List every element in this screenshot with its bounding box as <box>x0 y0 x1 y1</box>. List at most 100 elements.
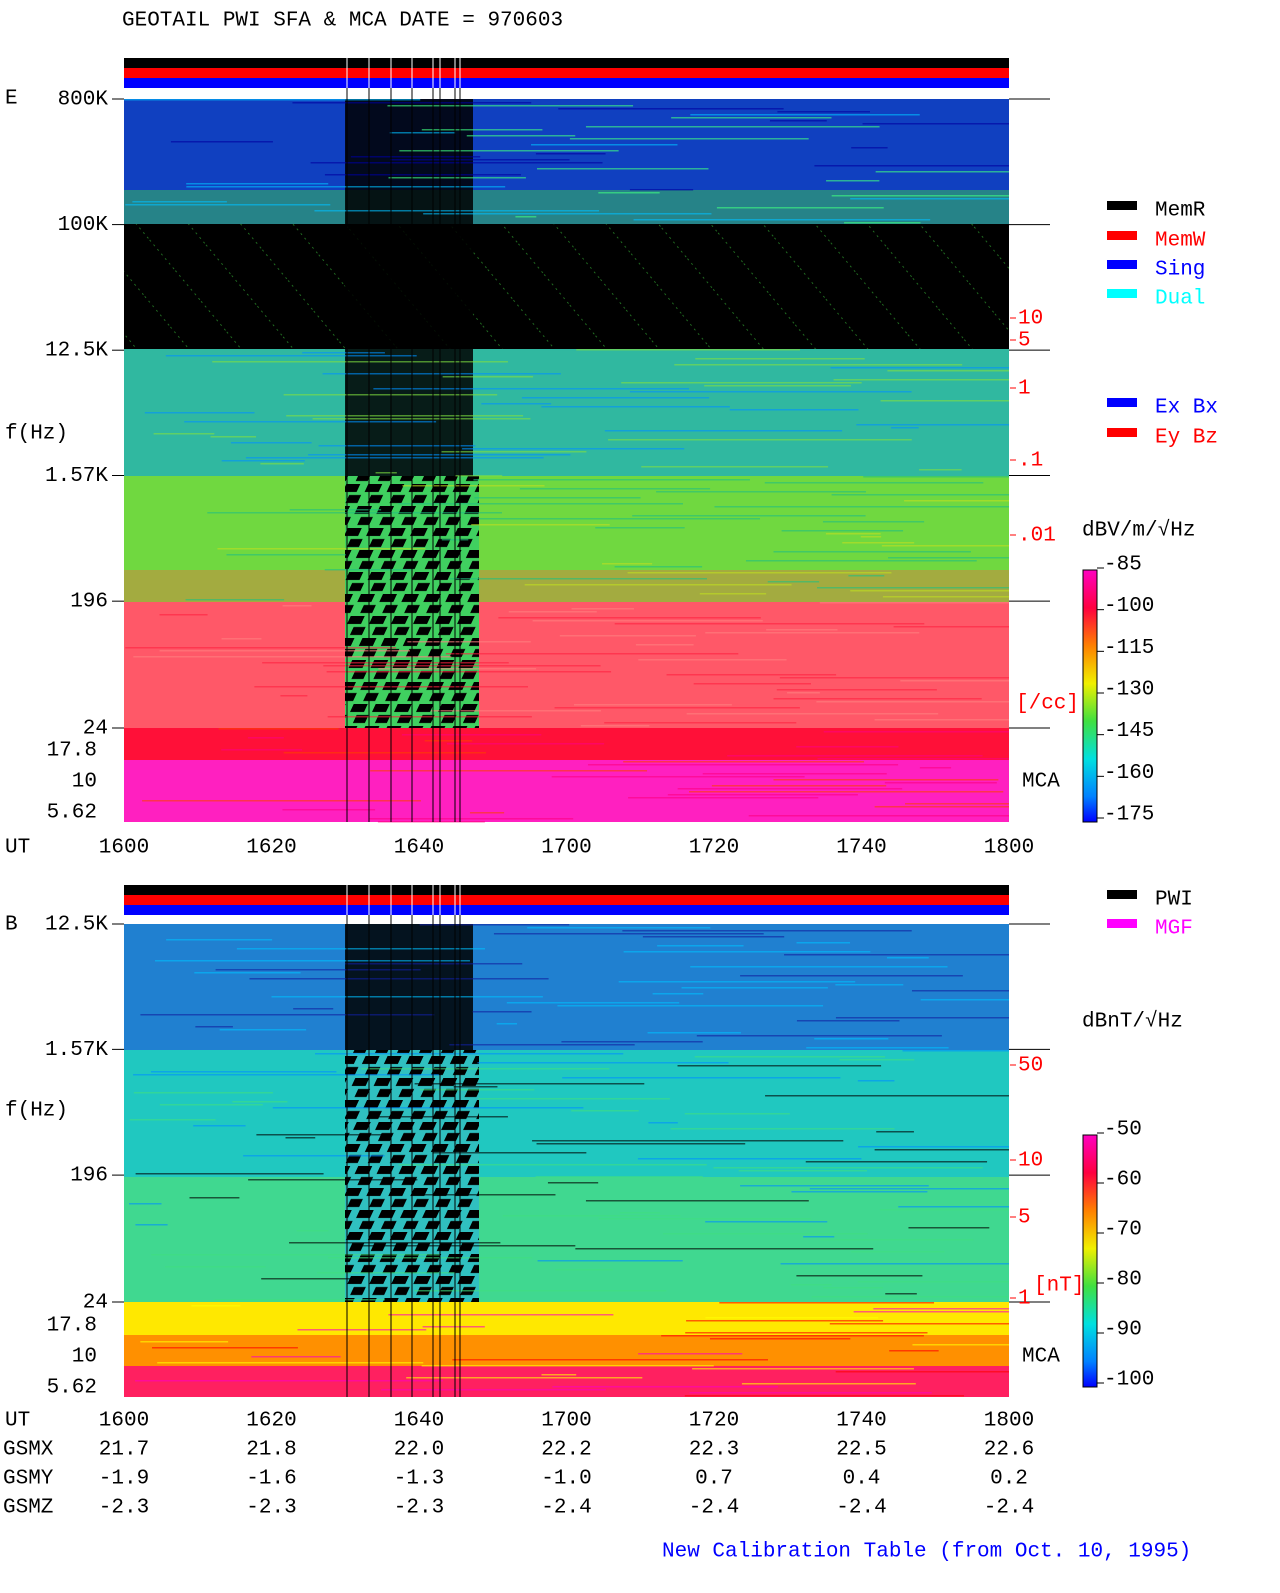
texture <box>193 1125 246 1127</box>
texture <box>635 644 694 646</box>
texture <box>532 620 763 622</box>
orbit-value: 0.2 <box>990 1468 1028 1491</box>
texture <box>641 466 829 468</box>
annotations: Ef(Hz)UT800K100K12.5K1.57K1962417.8105.6… <box>3 88 1218 1520</box>
texture <box>191 1305 241 1307</box>
y-tick-label: 196 <box>70 591 108 614</box>
orbit-value: 21.8 <box>246 1439 296 1462</box>
texture <box>478 1098 670 1100</box>
texture <box>711 785 887 787</box>
texture <box>833 379 1009 381</box>
texture <box>709 1338 851 1340</box>
texture <box>575 1248 874 1250</box>
texture <box>446 743 605 745</box>
texture <box>283 752 487 754</box>
texture <box>452 1359 769 1361</box>
x-tick-label: 1700 <box>541 1410 591 1433</box>
texture <box>165 355 417 357</box>
texture <box>699 593 767 595</box>
texture <box>806 1047 949 1049</box>
texture <box>830 367 1009 369</box>
texture <box>129 1119 216 1121</box>
x-tick-label: 1640 <box>394 1410 444 1433</box>
texture <box>243 1155 385 1157</box>
texture <box>585 126 880 128</box>
texture <box>293 1008 334 1010</box>
texture <box>716 207 884 209</box>
texture <box>686 1320 884 1322</box>
texture <box>879 1209 1009 1211</box>
density-tick-label: .1 <box>1018 450 1043 473</box>
texture <box>689 1392 932 1394</box>
texture <box>496 1023 518 1025</box>
texture <box>502 1215 681 1217</box>
texture <box>375 472 397 474</box>
texture <box>889 1350 939 1352</box>
texture <box>571 608 635 610</box>
texture <box>604 722 797 724</box>
texture <box>378 668 537 670</box>
texture <box>124 99 421 101</box>
texture <box>381 1389 606 1391</box>
texture <box>261 1278 353 1280</box>
legend-label: MemW <box>1155 230 1206 253</box>
texture <box>853 1311 1009 1313</box>
density-tick-label: 50 <box>1018 1055 1043 1078</box>
colorbar-tick-label: -60 <box>1104 1169 1142 1192</box>
texture <box>296 1230 329 1232</box>
orbit-value: -2.3 <box>99 1497 149 1520</box>
texture <box>740 975 963 977</box>
texture <box>310 162 603 164</box>
texture <box>662 1233 868 1235</box>
texture <box>478 518 761 520</box>
texture <box>432 1152 587 1154</box>
texture <box>218 728 339 730</box>
colorbar-tick-label: -130 <box>1104 679 1154 702</box>
spectrogram-b <box>124 924 1009 1397</box>
texture <box>159 1104 263 1106</box>
texture <box>580 725 650 727</box>
texture <box>132 201 227 203</box>
texture <box>835 984 904 986</box>
texture <box>796 942 851 944</box>
texture <box>541 1374 577 1376</box>
texture <box>666 674 837 676</box>
orbit-value: 22.6 <box>984 1439 1034 1462</box>
texture <box>822 521 925 523</box>
orbit-label: GSMZ <box>3 1497 53 1520</box>
texture <box>622 930 912 932</box>
texture <box>862 123 1009 125</box>
texture <box>125 204 331 206</box>
texture <box>154 960 470 962</box>
texture <box>535 153 606 155</box>
texture <box>535 1176 703 1178</box>
texture <box>876 1131 914 1133</box>
x-tick-label: 1740 <box>836 837 886 860</box>
texture <box>453 1086 498 1088</box>
page-title: GEOTAIL PWI SFA & MCA DATE = 970603 <box>122 10 563 33</box>
texture <box>558 108 784 110</box>
texture <box>705 1221 828 1223</box>
texture <box>912 1344 1009 1346</box>
colorbar-tick-label: -100 <box>1104 1369 1154 1392</box>
texture <box>773 779 999 781</box>
texture <box>573 704 732 706</box>
texture <box>388 177 526 179</box>
legend-swatch <box>1107 890 1137 899</box>
mca-tick-label: 17.8 <box>47 1315 97 1338</box>
legend-swatch <box>1107 398 1137 407</box>
texture <box>902 1050 1009 1052</box>
texture <box>286 415 524 417</box>
texture <box>831 195 1009 197</box>
orbit-value: -2.3 <box>246 1497 296 1520</box>
texture <box>623 951 871 953</box>
texture <box>766 629 838 631</box>
texture <box>289 509 382 511</box>
texture <box>857 1281 1009 1283</box>
texture <box>493 933 764 935</box>
density-tick-label: 10 <box>1018 1150 1043 1173</box>
texture <box>521 397 710 399</box>
texture <box>857 1080 895 1082</box>
mca-label: MCA <box>1022 771 1060 794</box>
y-tick-label: 100K <box>58 214 109 237</box>
